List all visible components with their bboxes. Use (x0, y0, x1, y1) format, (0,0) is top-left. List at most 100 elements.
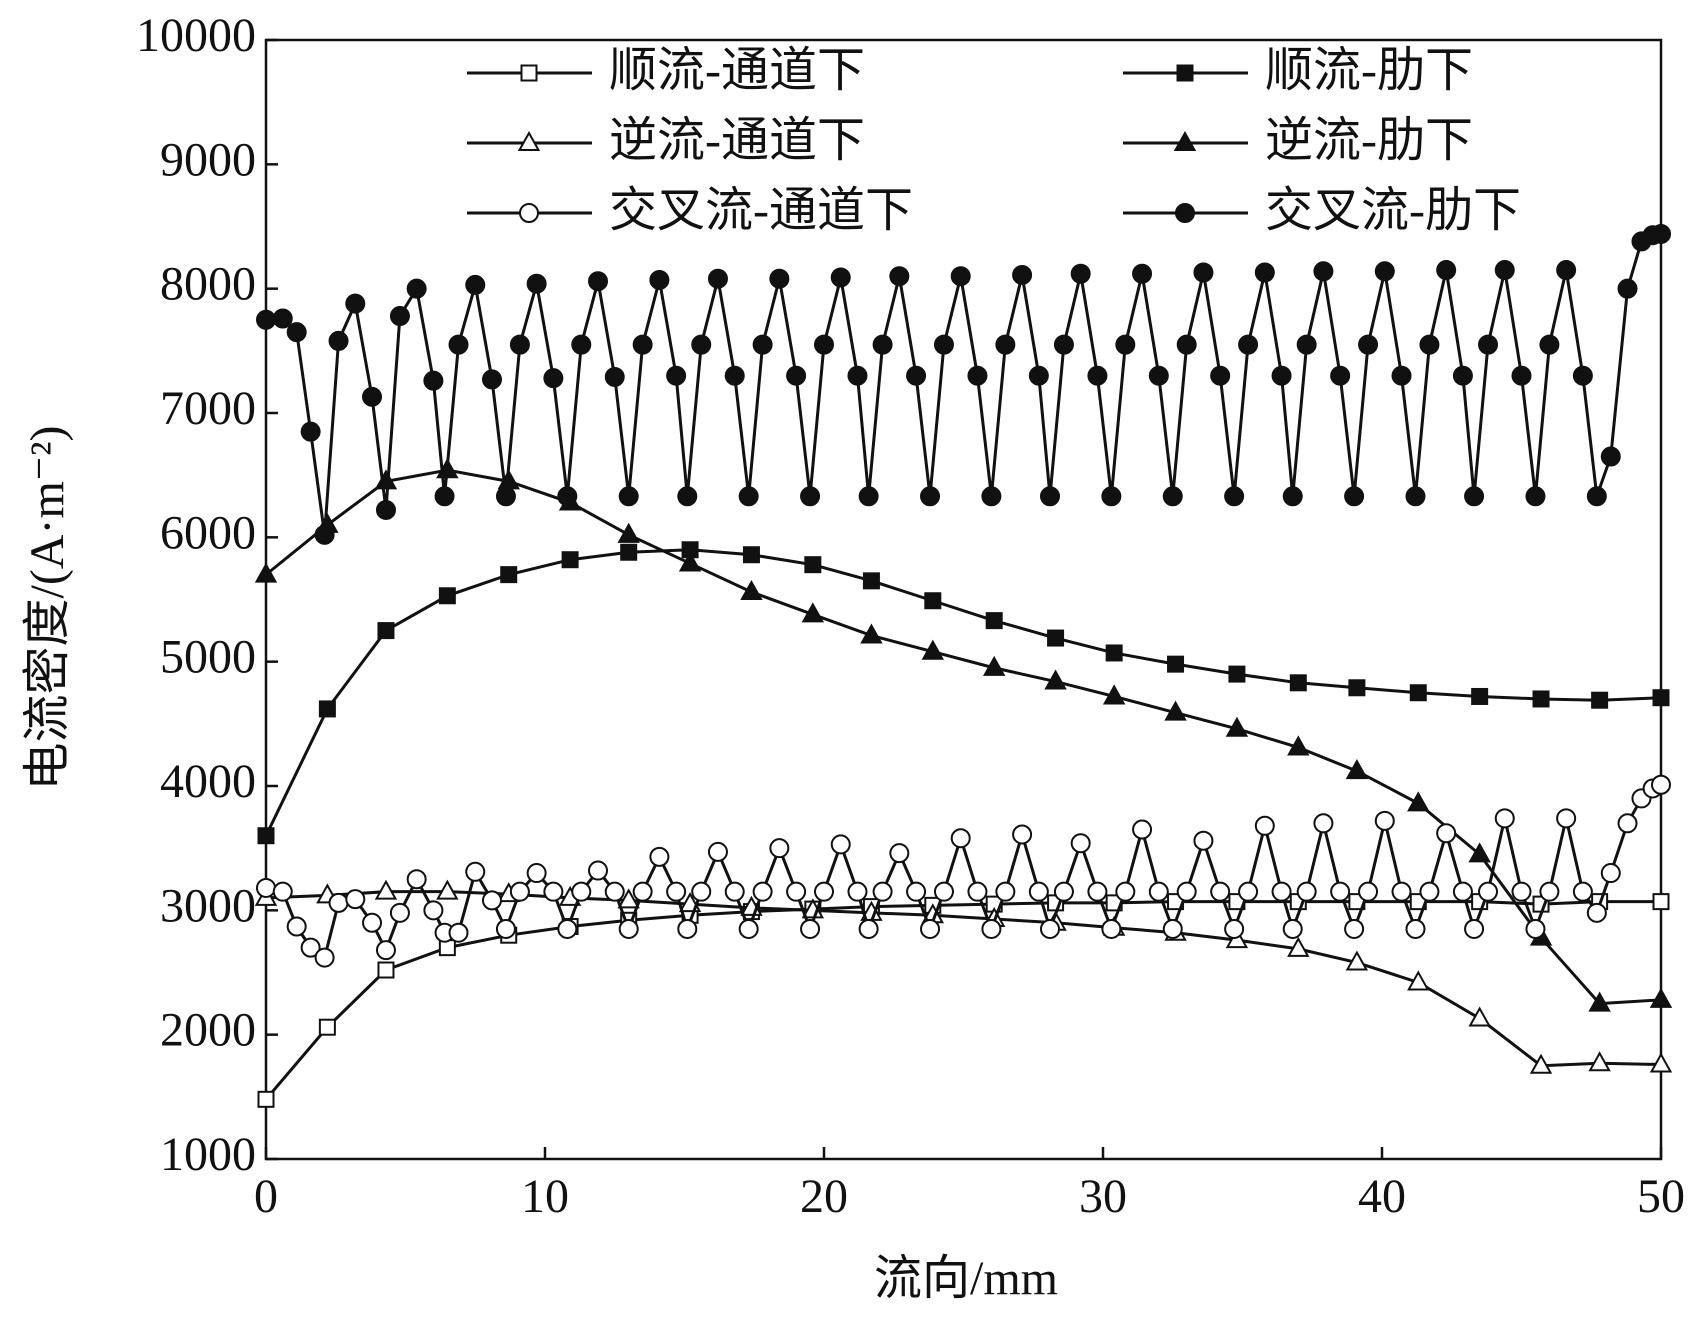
point (889, 843, 910, 864)
point (1419, 334, 1440, 355)
point (1271, 881, 1292, 902)
point (1405, 918, 1426, 939)
point (561, 551, 579, 569)
point (1511, 881, 1532, 902)
point (906, 881, 927, 902)
point (1471, 687, 1489, 705)
point (1289, 674, 1307, 692)
x-tick-label: 30 (1079, 1170, 1127, 1223)
point (1176, 334, 1197, 355)
point (742, 546, 760, 564)
point (1617, 813, 1638, 834)
point (724, 365, 745, 386)
point (1525, 918, 1546, 939)
point (847, 881, 868, 902)
point (1452, 365, 1473, 386)
point (707, 841, 728, 862)
point (1053, 334, 1074, 355)
point (632, 881, 653, 902)
point (738, 918, 759, 939)
point (1224, 918, 1245, 939)
point (1391, 365, 1412, 386)
point (509, 881, 530, 902)
point (1176, 881, 1197, 902)
legend-label: 交叉流-肋下 (1265, 184, 1521, 237)
point (1132, 819, 1153, 840)
point (1282, 486, 1303, 507)
point (375, 940, 396, 961)
point (1282, 918, 1303, 939)
point (995, 334, 1016, 355)
point (389, 902, 410, 923)
point (814, 334, 834, 355)
point (1529, 1053, 1553, 1074)
point (1556, 808, 1577, 829)
point (1391, 881, 1412, 902)
point (830, 834, 851, 855)
point (1405, 486, 1426, 507)
point (1344, 486, 1365, 507)
x-tick-label: 0 (254, 1170, 278, 1223)
legend-label: 交叉流-通道下 (609, 184, 913, 237)
point (1468, 1006, 1491, 1027)
point (1525, 486, 1546, 507)
point (1162, 486, 1183, 507)
point (1464, 918, 1485, 939)
point (436, 879, 459, 900)
point (649, 846, 670, 867)
point (740, 579, 763, 601)
y-tick-label: 5000 (160, 631, 256, 684)
point (1102, 684, 1126, 705)
point (1358, 881, 1379, 902)
point (481, 369, 502, 390)
series-line (264, 548, 1662, 837)
point (526, 863, 547, 884)
point (649, 269, 670, 290)
y-tick-label: 1000 (160, 1128, 256, 1181)
point (557, 486, 578, 507)
point (318, 700, 336, 718)
point (995, 881, 1016, 902)
point (691, 334, 712, 355)
point (769, 268, 790, 289)
point (1193, 262, 1214, 283)
point (800, 486, 821, 507)
point (1652, 893, 1670, 911)
point (1132, 263, 1153, 284)
point (256, 877, 276, 898)
point (1345, 950, 1369, 971)
point (377, 622, 395, 640)
legend-marker (1173, 130, 1197, 151)
point (328, 892, 349, 913)
point (1296, 334, 1317, 355)
point (1572, 365, 1593, 386)
point (847, 365, 868, 386)
point (500, 566, 518, 584)
point (677, 486, 698, 507)
point (752, 881, 773, 902)
x-tick-label: 10 (521, 1170, 569, 1223)
point (1436, 260, 1457, 281)
point (769, 838, 790, 859)
point (256, 309, 276, 330)
point (1047, 629, 1065, 647)
point (374, 879, 398, 900)
point (1600, 446, 1621, 467)
point (872, 881, 893, 902)
point (1374, 810, 1395, 831)
point (1105, 644, 1123, 662)
point (389, 306, 410, 327)
point (1586, 486, 1607, 507)
point (1651, 774, 1671, 795)
point (920, 486, 941, 507)
point (1115, 881, 1136, 902)
point (1210, 881, 1231, 902)
series-line (265, 468, 1662, 1006)
point (800, 918, 821, 939)
x-axis-label: 流向/mm (874, 1252, 1058, 1305)
point (1012, 264, 1033, 285)
point (286, 322, 307, 343)
point (571, 334, 592, 355)
legend-marker (519, 203, 539, 223)
point (1224, 486, 1245, 507)
